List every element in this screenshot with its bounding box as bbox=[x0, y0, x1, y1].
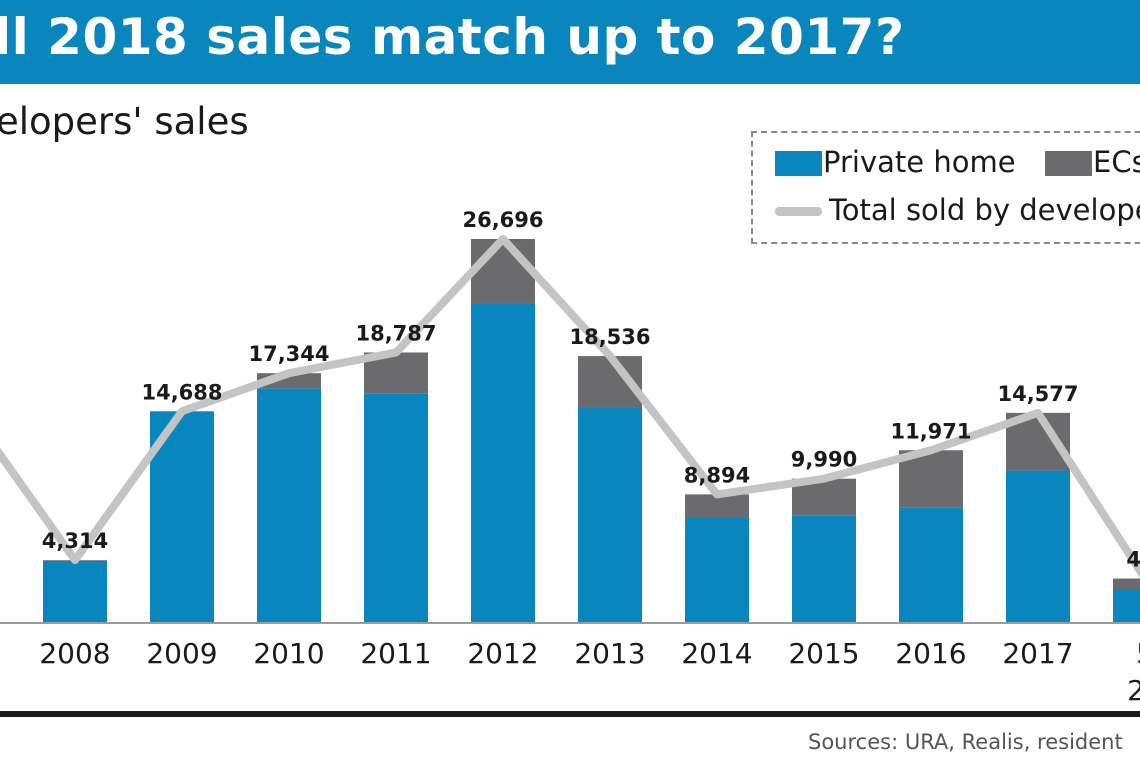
total-line bbox=[0, 235, 1140, 579]
bar-private-10 bbox=[1006, 470, 1070, 622]
bar-private-9 bbox=[899, 507, 963, 622]
data-label-5: 26,696 bbox=[462, 208, 543, 232]
data-label-3: 17,344 bbox=[248, 342, 329, 366]
x-tick-label-9: 2016 bbox=[895, 637, 966, 670]
data-label-9: 11,971 bbox=[890, 419, 971, 443]
data-label-1: 4,314 bbox=[42, 529, 108, 553]
data-label-4: 18,787 bbox=[355, 321, 436, 345]
legend-swatch-private bbox=[775, 151, 822, 176]
x-tick-label-5: 2012 bbox=[467, 637, 538, 670]
sources-note: Sources: URA, Realis, resident bbox=[808, 730, 1123, 754]
chart-subtitle: elopers' sales bbox=[0, 100, 249, 143]
bar-ec-7 bbox=[685, 494, 749, 518]
legend-swatch-total-line bbox=[775, 207, 822, 216]
x-tick-label-11: 5 bbox=[1136, 637, 1140, 670]
bar-private-5 bbox=[471, 303, 535, 622]
data-label-6: 18,536 bbox=[569, 325, 650, 349]
legend-label-ec: ECs bbox=[1093, 145, 1140, 179]
x-tick-label-1: 2008 bbox=[39, 637, 110, 670]
x-tick-label-8: 2015 bbox=[788, 637, 859, 670]
bar-private-7 bbox=[685, 517, 749, 622]
bar-ec-5 bbox=[471, 239, 535, 304]
x-tick-label-10: 2017 bbox=[1002, 637, 1073, 670]
bar-private-8 bbox=[792, 515, 856, 622]
x-tick-label-6: 2013 bbox=[574, 637, 645, 670]
bar-ec-11 bbox=[1113, 578, 1140, 590]
bottom-rule bbox=[0, 711, 1140, 717]
data-label-10: 14,577 bbox=[997, 382, 1078, 406]
bar-private-3 bbox=[257, 388, 321, 622]
x-tick-label-4: 2011 bbox=[360, 637, 431, 670]
bar-private-6 bbox=[578, 407, 642, 622]
bar-private-1 bbox=[43, 560, 107, 622]
x-tick-sublabel-11: 20 bbox=[1127, 674, 1140, 707]
data-label-11: 4,4 bbox=[1126, 548, 1140, 572]
data-label-2: 14,688 bbox=[141, 380, 222, 404]
legend-swatch-ec bbox=[1045, 151, 1092, 176]
title-bar: ll 2018 sales match up to 2017? bbox=[0, 0, 1140, 84]
bar-private-4 bbox=[364, 393, 428, 622]
data-label-7: 8,894 bbox=[684, 463, 750, 487]
legend-label-private: Private home bbox=[823, 145, 1016, 179]
data-label-8: 9,990 bbox=[791, 448, 857, 472]
chart-plot: 74,31414,68817,34418,78726,69618,5368,89… bbox=[0, 208, 1140, 707]
legend-label-total: Total sold by develope bbox=[829, 193, 1140, 227]
x-tick-label-7: 2014 bbox=[681, 637, 752, 670]
x-tick-label-3: 2010 bbox=[253, 637, 324, 670]
x-tick-label-2: 2009 bbox=[146, 637, 217, 670]
page-title: ll 2018 sales match up to 2017? bbox=[0, 8, 905, 66]
bar-private-11 bbox=[1113, 589, 1140, 622]
legend: Private home ECs Total sold by develope bbox=[751, 131, 1140, 244]
